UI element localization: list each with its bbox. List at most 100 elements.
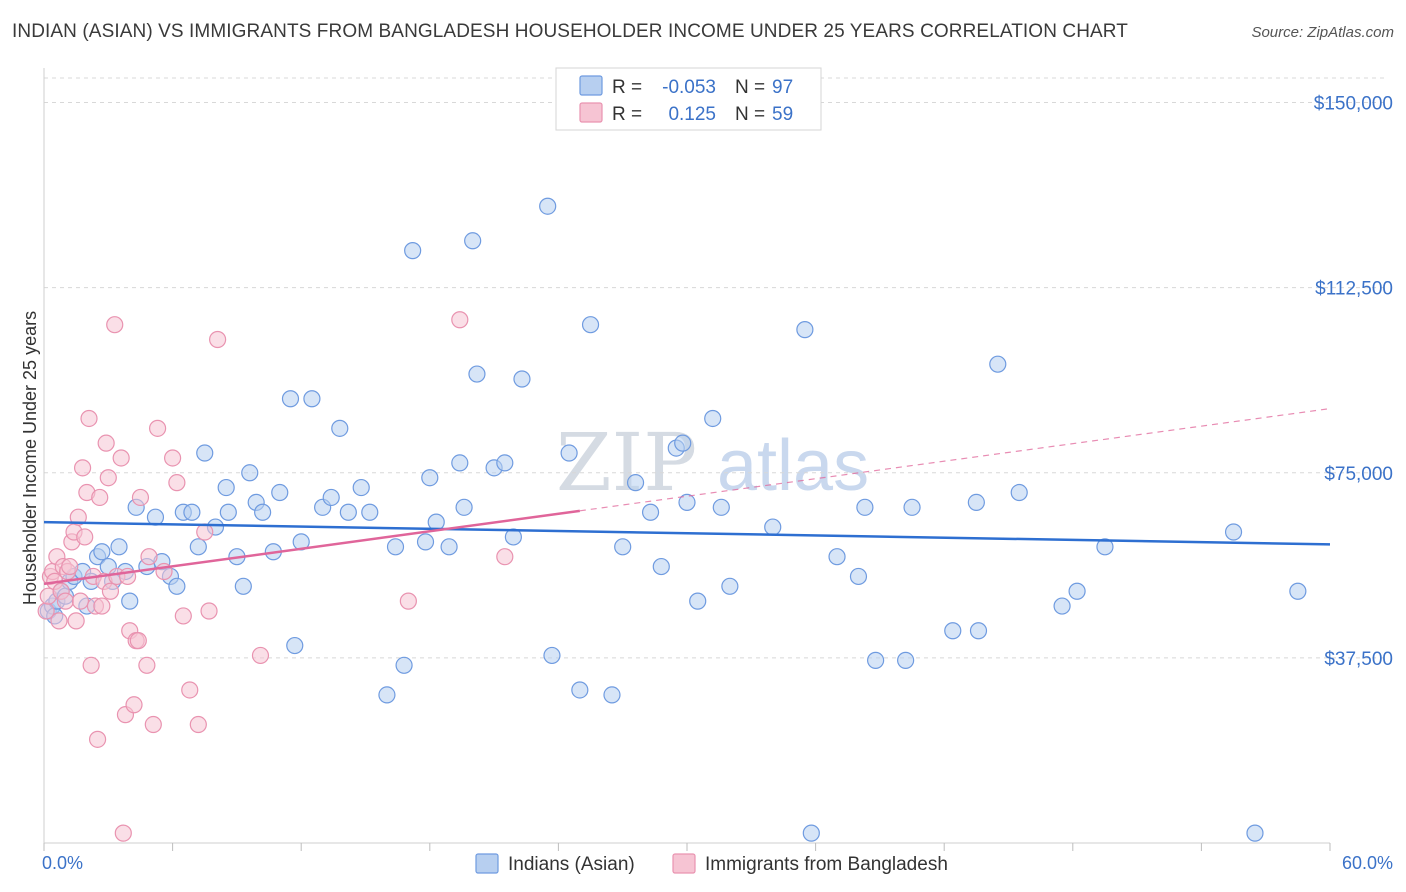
point-indians-asian xyxy=(712,498,730,516)
point-bangladesh xyxy=(189,715,207,734)
point-indians-asian xyxy=(93,543,111,561)
point-indians-asian xyxy=(416,533,435,551)
point-indians-asian xyxy=(903,498,921,516)
point-bangladesh xyxy=(174,607,192,625)
trend-lines xyxy=(43,408,1331,586)
bottom-legend-swatch-blue xyxy=(475,853,499,874)
point-indians-asian xyxy=(856,498,874,516)
point-indians-asian xyxy=(967,493,985,511)
point-bangladesh xyxy=(97,434,115,452)
point-indians-asian xyxy=(352,478,370,497)
point-bangladesh xyxy=(131,488,150,507)
point-bangladesh xyxy=(106,316,124,334)
watermark: ZIP atlas xyxy=(556,416,869,509)
point-bangladesh xyxy=(93,597,111,615)
point-indians-asian xyxy=(254,503,272,521)
point-indians-asian xyxy=(828,548,846,566)
point-indians-asian xyxy=(286,636,304,655)
legend-n-label-2: N = xyxy=(735,104,765,125)
point-indians-asian xyxy=(451,454,469,472)
point-indians-asian xyxy=(689,592,707,610)
trend-line-indians-asian xyxy=(43,520,1331,546)
point-indians-asian xyxy=(796,321,814,339)
point-bangladesh xyxy=(129,632,147,650)
point-bangladesh xyxy=(67,612,85,630)
point-indians-asian xyxy=(674,434,692,452)
point-bangladesh xyxy=(99,469,117,487)
point-bangladesh xyxy=(101,582,120,600)
point-indians-asian xyxy=(1010,483,1028,502)
point-indians-asian xyxy=(189,538,207,556)
point-indians-asian xyxy=(513,370,531,388)
point-bangladesh xyxy=(125,696,143,714)
point-indians-asian xyxy=(386,538,405,556)
point-bangladesh xyxy=(61,557,79,576)
point-bangladesh xyxy=(76,528,94,546)
y-tick-label: $37,500 xyxy=(1324,649,1393,670)
point-indians-asian xyxy=(196,444,214,462)
point-bangladesh xyxy=(164,449,182,467)
point-indians-asian xyxy=(395,656,413,674)
point-indians-asian xyxy=(168,577,186,595)
point-indians-asian xyxy=(331,419,349,437)
point-indians-asian xyxy=(802,824,820,842)
point-indians-asian xyxy=(234,577,252,595)
source-credit: Source: ZipAtlas.com xyxy=(1251,24,1394,41)
point-indians-asian xyxy=(504,528,522,546)
point-indians-asian xyxy=(867,651,885,669)
point-indians-asian xyxy=(581,316,600,334)
series-indians-asian xyxy=(39,197,1307,842)
point-indians-asian xyxy=(468,365,486,383)
point-bangladesh xyxy=(80,409,98,428)
point-indians-asian xyxy=(543,646,561,665)
gridlines xyxy=(44,77,1386,659)
point-indians-asian xyxy=(721,577,739,595)
point-bangladesh xyxy=(69,508,87,526)
point-bangladesh xyxy=(138,656,156,674)
point-indians-asian xyxy=(641,503,660,521)
legend-r-value-2: 0.125 xyxy=(668,104,716,125)
point-indians-asian xyxy=(944,622,962,640)
point-indians-asian xyxy=(1068,582,1086,600)
point-bangladesh xyxy=(71,592,90,610)
point-indians-asian xyxy=(560,444,578,462)
point-bangladesh xyxy=(209,330,227,349)
point-indians-asian xyxy=(339,503,357,521)
point-bangladesh xyxy=(196,523,214,541)
point-indians-asian xyxy=(110,538,128,556)
legend-n-value-1: 97 xyxy=(772,77,793,98)
point-bangladesh xyxy=(181,681,199,699)
bottom-legend-label-blue: Indians (Asian) xyxy=(508,854,635,875)
series-legend: Indians (Asian) Immigrants from Banglade… xyxy=(475,853,948,875)
point-bangladesh xyxy=(56,592,75,610)
point-indians-asian xyxy=(217,478,235,497)
point-indians-asian xyxy=(404,242,422,260)
point-indians-asian xyxy=(361,503,379,521)
watermark-zip: ZIP xyxy=(556,416,697,509)
legend-n-label-1: N = xyxy=(735,77,765,98)
point-indians-asian xyxy=(455,498,473,516)
y-tick-label: $75,000 xyxy=(1324,464,1393,485)
point-bangladesh xyxy=(148,419,167,437)
point-indians-asian xyxy=(652,557,670,576)
point-bangladesh xyxy=(88,730,107,748)
point-indians-asian xyxy=(303,390,321,408)
point-indians-asian xyxy=(614,538,632,556)
point-indians-asian xyxy=(989,355,1007,373)
point-indians-asian xyxy=(183,503,201,521)
x-ticks xyxy=(43,843,1331,851)
point-bangladesh xyxy=(451,311,469,329)
chart-title: INDIAN (ASIAN) VS IMMIGRANTS FROM BANGLA… xyxy=(12,21,1128,42)
point-bangladesh xyxy=(200,602,218,620)
x-tick-label-max: 60.0% xyxy=(1342,853,1393,873)
legend-swatch-blue xyxy=(579,75,603,96)
point-indians-asian xyxy=(678,493,696,511)
point-indians-asian xyxy=(897,651,915,669)
point-indians-asian xyxy=(603,686,621,704)
y-tick-label: $150,000 xyxy=(1314,94,1393,115)
point-indians-asian xyxy=(571,681,589,699)
watermark-atlas: atlas xyxy=(717,426,869,506)
point-bangladesh xyxy=(496,548,514,566)
y-tick-labels: $37,500 $75,000 $112,500 $150,000 xyxy=(1314,94,1393,670)
